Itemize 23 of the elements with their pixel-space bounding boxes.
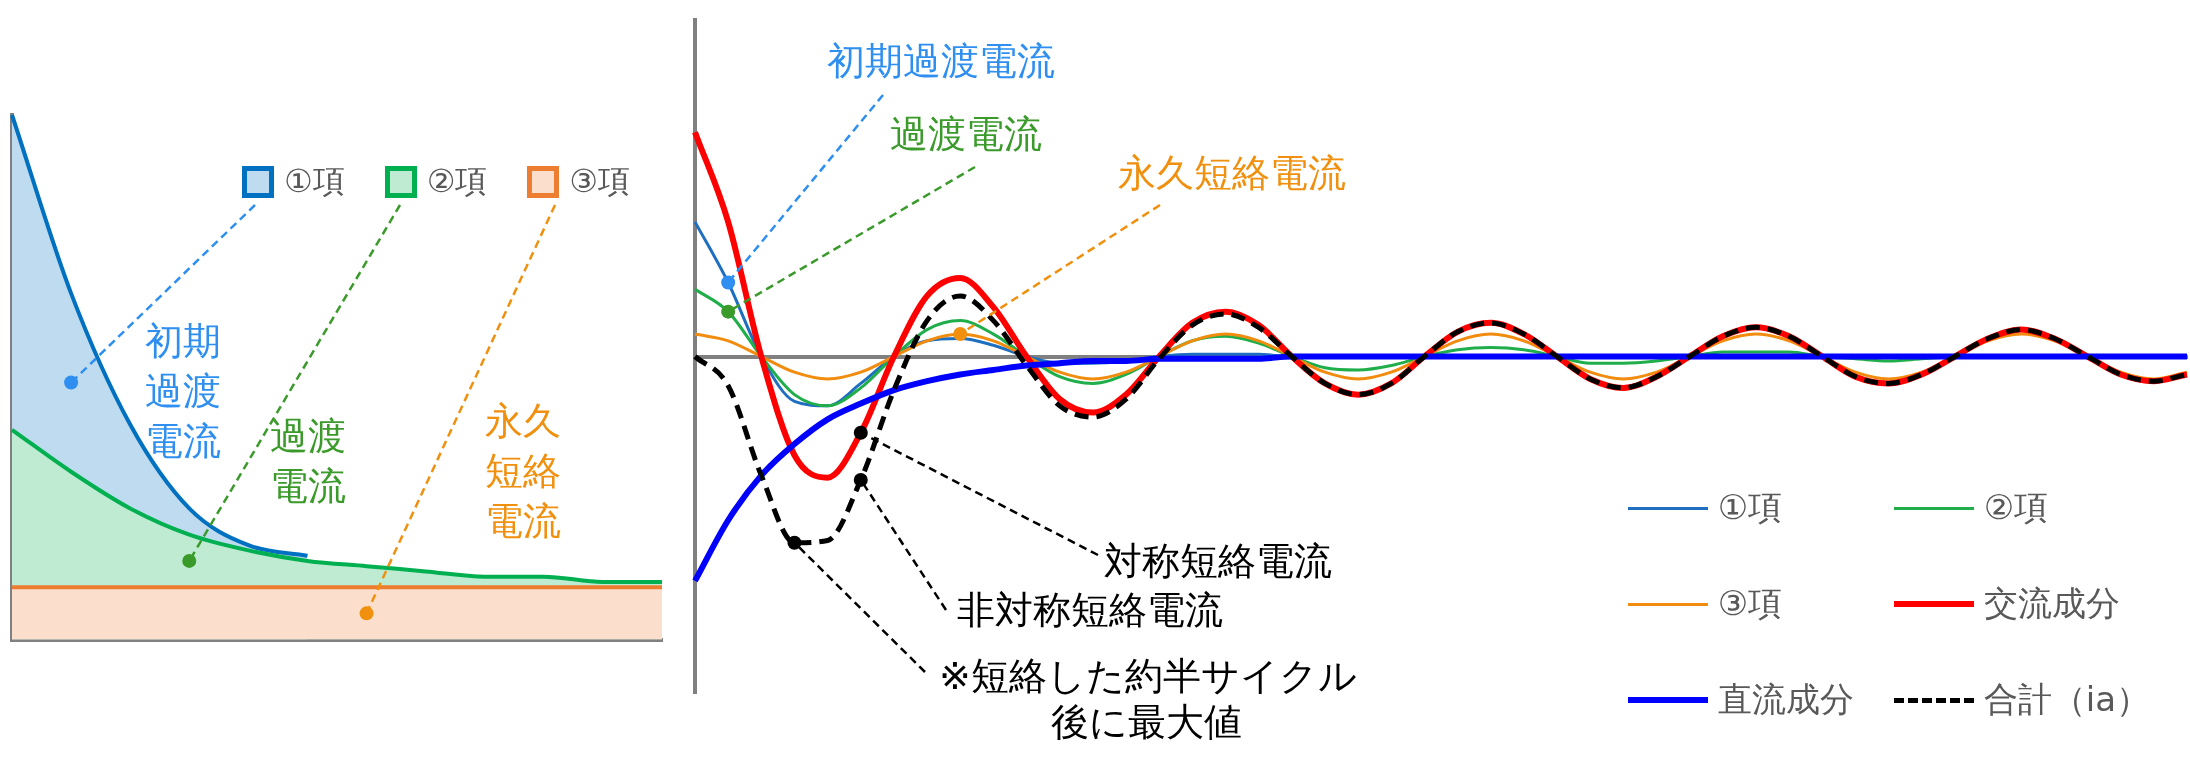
annotation: 初期過渡電流 <box>145 318 221 463</box>
point <box>853 472 868 487</box>
point <box>953 327 968 342</box>
text: ※短絡した約半サイクル後に最大値 <box>939 653 1357 744</box>
annotation: 永久短絡電流 <box>1118 150 1346 195</box>
text: 非対称短絡電流 <box>957 587 1223 632</box>
annotation: 過渡電流 <box>270 413 346 508</box>
legend-label: ①項 <box>283 161 345 202</box>
point <box>787 535 802 550</box>
legend-label: 合計（ia） <box>1983 678 2150 721</box>
point <box>721 304 736 319</box>
annotation: 過渡電流 <box>890 111 1042 156</box>
legend-label: ③項 <box>1717 582 1783 625</box>
text: 初期過渡電流 <box>827 38 1055 83</box>
annotation: 永久短絡電流 <box>485 398 561 543</box>
legend-label: ③項 <box>569 161 630 202</box>
point <box>721 275 736 290</box>
legend-label: ①項 <box>1717 486 1783 529</box>
legend-label: ②項 <box>1983 486 2049 529</box>
legend-label: 交流成分 <box>1983 582 2120 625</box>
annotation: 対称短絡電流 <box>1104 538 1332 583</box>
legend-label: 直流成分 <box>1717 678 1854 721</box>
legend-label: ②項 <box>426 161 488 202</box>
